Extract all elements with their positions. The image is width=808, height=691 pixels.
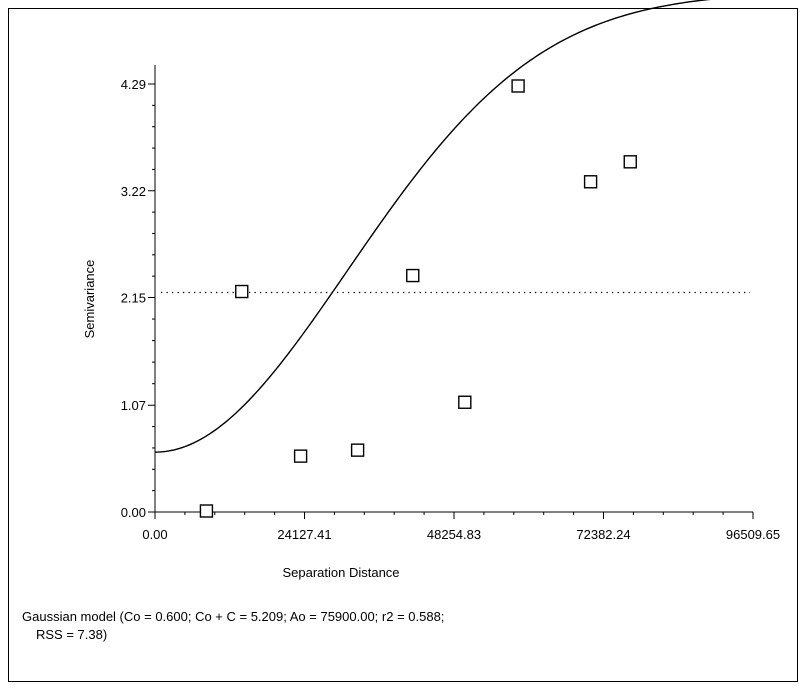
x-tick-label: 0.00 — [142, 527, 167, 542]
data-point — [583, 175, 598, 189]
data-point — [199, 504, 214, 518]
y-tick-label: 4.29 — [121, 77, 146, 92]
x-tick-label: 72382.24 — [576, 527, 630, 542]
data-point — [350, 443, 365, 457]
data-point — [458, 395, 472, 409]
model-caption-line2: RSS = 7.38) — [36, 627, 108, 642]
y-tick-label: 0.00 — [121, 505, 146, 520]
data-point — [406, 268, 420, 283]
y-ticks: 0.00 1.07 2.15 3.22 4.29 — [121, 77, 155, 520]
y-tick-label: 1.07 — [121, 398, 146, 413]
y-axis-title: Semivariance — [82, 260, 97, 339]
model-caption: Gaussian model (Co = 0.600; Co + C = 5.2… — [22, 608, 742, 644]
x-tick-label: 24127.41 — [277, 527, 331, 542]
data-point — [235, 284, 249, 299]
model-curve-group — [154, 0, 711, 453]
data-point — [511, 79, 525, 93]
x-axis-title: Separation Distance — [282, 565, 399, 580]
model-curve — [154, 0, 711, 453]
data-point — [623, 155, 637, 169]
data-points — [199, 79, 637, 518]
x-tick-label: 48254.83 — [427, 527, 481, 542]
y-tick-label: 2.15 — [121, 291, 146, 306]
x-ticks: 0.00 24127.41 48254.83 72382.24 96509.65 — [142, 512, 780, 542]
data-point — [293, 449, 308, 463]
y-tick-label: 3.22 — [121, 184, 146, 199]
chart-frame — [8, 8, 798, 682]
x-tick-label: 96509.65 — [726, 527, 780, 542]
model-caption-line1: Gaussian model (Co = 0.600; Co + C = 5.2… — [22, 609, 445, 624]
